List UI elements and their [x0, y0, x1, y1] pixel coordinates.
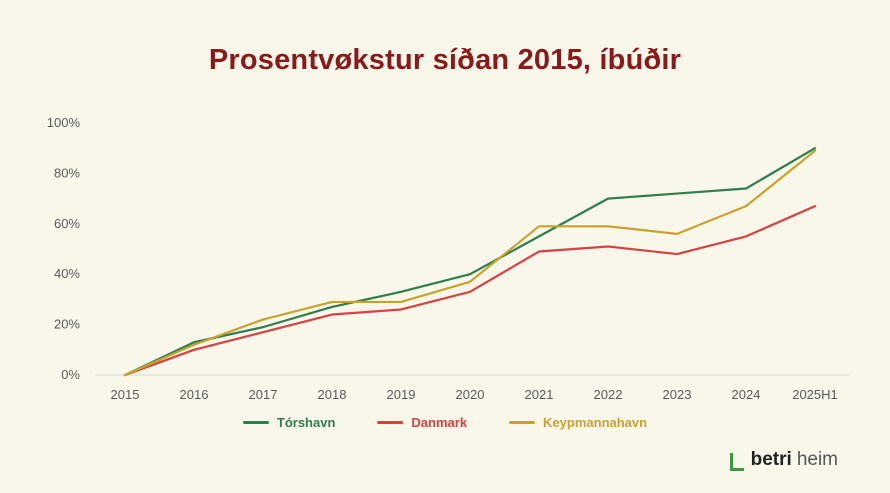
- legend-label: Danmark: [411, 415, 468, 430]
- x-axis-label: 2025H1: [792, 387, 838, 402]
- legend-label: Tórshavn: [276, 415, 336, 430]
- legend-swatch-icon: [377, 421, 404, 424]
- y-axis-label: 0%: [61, 367, 80, 382]
- x-axis-label: 2020: [456, 387, 485, 402]
- chart-legend: Tórshavn Danmark Keypmannahavn: [0, 415, 890, 430]
- y-axis-label: 40%: [54, 266, 80, 281]
- x-axis-label: 2023: [663, 387, 692, 402]
- x-axis-label: 2018: [318, 387, 347, 402]
- legend-item-Danmark: Danmark: [377, 415, 467, 430]
- legend-item-Keypmannahavn: Keypmannahavn: [509, 415, 647, 430]
- y-axis-label: 20%: [54, 317, 80, 332]
- y-axis-label: 100%: [47, 115, 81, 130]
- x-axis-label: 2024: [732, 387, 761, 402]
- legend-item-Tórshavn: Tórshavn: [242, 415, 336, 430]
- logo-text-bold: betri: [750, 449, 792, 470]
- x-axis-label: 2017: [249, 387, 278, 402]
- betri-bracket-icon: [729, 453, 744, 471]
- page-title: Prosentvøkstur síðan 2015, íbúðir: [208, 44, 682, 76]
- series-line-Keypmannahavn: [123, 149, 817, 377]
- chart-canvas: 0% 20% 40% 60% 80% 100% 2015 2016 2017 2018 2019 20…: [47, 115, 850, 402]
- betri-heim-logo: betri heim: [729, 449, 838, 471]
- x-axis-label: 2015: [111, 387, 140, 402]
- legend-swatch-icon: [242, 421, 269, 424]
- x-axis-label: 2021: [525, 387, 554, 402]
- logo-text-light: heim: [796, 449, 838, 470]
- legend-swatch-icon: [509, 421, 536, 424]
- series-line-Tórshavn: [123, 147, 817, 377]
- x-axis-label: 2022: [594, 387, 623, 402]
- legend-label: Keypmannahavn: [543, 415, 648, 430]
- y-axis-label: 80%: [54, 165, 80, 180]
- y-axis-label: 60%: [54, 216, 80, 231]
- x-axis-label: 2016: [180, 387, 209, 402]
- growth-line-chart: 0% 20% 40% 60% 80% 100% 2015 2016 2017 2018 2019 20…: [0, 95, 890, 430]
- x-axis-label: 2019: [387, 387, 416, 402]
- series-line-Danmark: [123, 205, 817, 377]
